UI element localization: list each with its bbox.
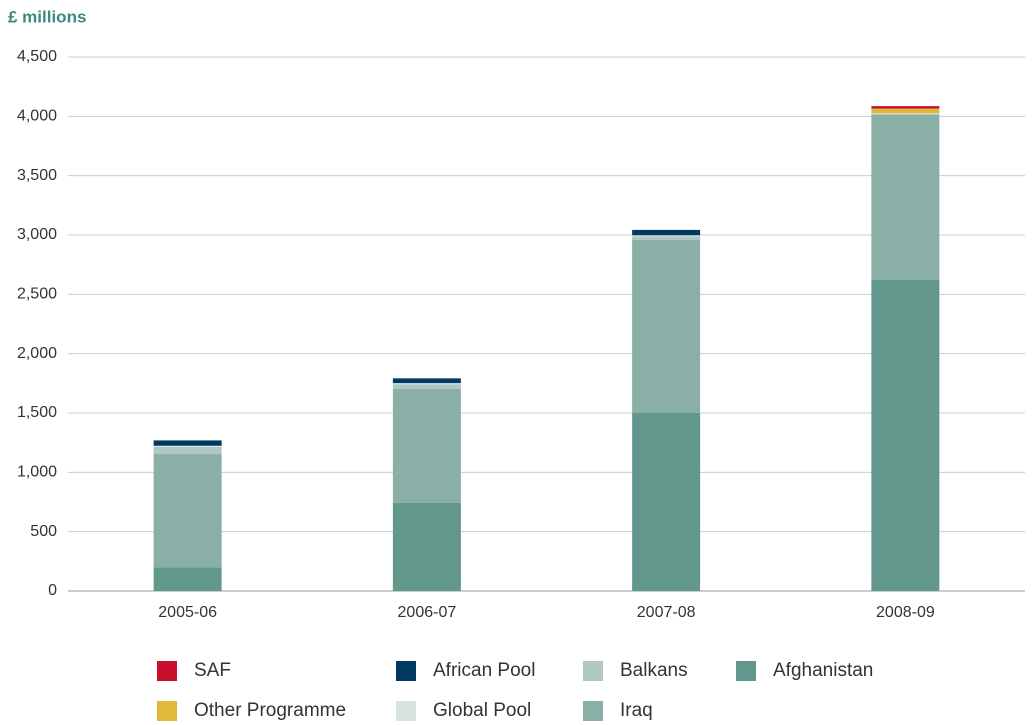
x-tick-label: 2006-07	[398, 604, 457, 621]
y-tick-label: 0	[48, 582, 57, 599]
bar-segment	[153, 445, 222, 447]
bar-segment	[153, 446, 222, 455]
bar-segment	[632, 413, 701, 591]
bar-segment	[392, 384, 461, 390]
legend-swatch	[583, 661, 603, 681]
y-tick-label: 3,500	[17, 167, 57, 184]
bar-segment	[871, 108, 940, 114]
bar-segment	[392, 389, 461, 503]
x-tick-label: 2008-09	[876, 604, 935, 621]
x-tick-label: 2005-06	[158, 604, 217, 621]
bar-segment	[392, 502, 461, 591]
bar-segment	[871, 113, 940, 116]
y-tick-label: 4,500	[17, 48, 57, 65]
legend-swatch	[736, 661, 756, 681]
y-tick-label: 1,500	[17, 404, 57, 421]
legend-swatch	[157, 661, 177, 681]
bar-segment	[392, 378, 461, 384]
bar-segment	[632, 239, 701, 413]
bar-segment	[153, 440, 222, 446]
legend-swatch	[157, 701, 177, 721]
bar-segment	[632, 235, 701, 237]
legend-label: Afghanistan	[773, 660, 873, 681]
bar-segment	[871, 113, 940, 114]
y-tick-label: 4,000	[17, 108, 57, 125]
y-tick-label: 3,000	[17, 226, 57, 243]
legend-label: SAF	[194, 660, 231, 681]
legend-swatch	[396, 701, 416, 721]
bar-segment	[871, 115, 940, 280]
y-tick-label: 2,000	[17, 345, 57, 362]
bar-segment	[153, 454, 222, 568]
y-tick-label: 500	[30, 523, 57, 540]
legend-label: Iraq	[620, 700, 653, 721]
bar-segment	[632, 236, 701, 240]
legend-label: African Pool	[433, 660, 535, 681]
bar-segment	[153, 567, 222, 591]
legend-label: Other Programme	[194, 700, 346, 721]
y-tick-label: 2,500	[17, 286, 57, 303]
legend-swatch	[583, 701, 603, 721]
legend-label: Global Pool	[433, 700, 531, 721]
bar-segment	[392, 383, 461, 385]
x-tick-label: 2007-08	[637, 604, 696, 621]
y-axis-label: £ millions	[8, 7, 86, 26]
legend-label: Balkans	[620, 660, 688, 681]
bar-segment	[632, 229, 701, 236]
bar-segment	[871, 106, 940, 109]
y-tick-label: 1,000	[17, 464, 57, 481]
bar-segment	[871, 279, 940, 591]
legend-swatch	[396, 661, 416, 681]
